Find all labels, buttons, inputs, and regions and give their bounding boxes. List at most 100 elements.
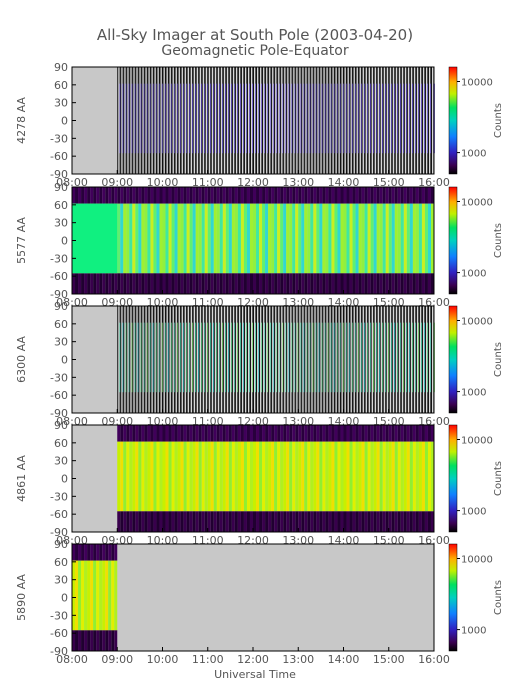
sky-stripe	[284, 306, 286, 413]
edge-stripe-top	[90, 544, 94, 561]
edge-stripe-top	[346, 187, 350, 204]
y-tick-label: 30	[54, 217, 68, 230]
data-stripe	[271, 441, 275, 512]
edge-stripe-top	[219, 187, 223, 204]
edge-stripe-bottom	[409, 273, 413, 294]
sky-stripe	[344, 67, 346, 174]
edge-stripe-top	[93, 544, 97, 561]
edge-stripe-bottom	[243, 273, 247, 294]
sky-stripe	[422, 306, 425, 413]
data-stripe	[265, 203, 269, 274]
data-stripe	[259, 203, 263, 274]
sky-stripe	[124, 67, 126, 174]
edge-stripe-bottom	[310, 273, 314, 294]
data-stripe	[165, 203, 169, 274]
data-stripe	[334, 203, 338, 274]
data-stripe	[201, 203, 205, 274]
edge-stripe-bottom	[75, 273, 79, 294]
data-stripe	[328, 203, 332, 274]
sky-stripe	[305, 67, 307, 174]
edge-stripe-bottom	[165, 273, 169, 294]
edge-stripe-bottom	[105, 630, 109, 651]
sky-stripe	[169, 67, 171, 174]
edge-stripe-bottom	[108, 273, 112, 294]
data-stripe	[424, 441, 428, 512]
edge-stripe-bottom	[277, 273, 281, 294]
sky-stripe	[133, 67, 135, 174]
edge-stripe-bottom	[319, 511, 323, 532]
edge-stripe-top	[150, 187, 154, 204]
edge-stripe-top	[129, 425, 133, 442]
data-stripe	[93, 560, 97, 631]
edge-stripe-bottom	[283, 511, 287, 532]
edge-stripe-bottom	[382, 273, 386, 294]
sky-stripe	[199, 67, 202, 174]
edge-stripe-bottom	[192, 273, 196, 294]
data-stripe	[328, 441, 332, 512]
data-stripe	[174, 441, 178, 512]
edge-stripe-bottom	[159, 511, 163, 532]
edge-stripe-top	[406, 187, 410, 204]
data-stripe	[286, 441, 290, 512]
edge-stripe-top	[298, 425, 302, 442]
sky-stripe	[272, 306, 274, 413]
edge-stripe-bottom	[147, 511, 151, 532]
y-tick-label: -60	[50, 150, 68, 163]
edge-stripe-bottom	[376, 511, 380, 532]
colorbar-tick-label: 10000	[461, 555, 493, 566]
data-stripe	[231, 203, 235, 274]
sky-stripe	[154, 306, 156, 413]
chart-title: All-Sky Imager at South Pole (2003-04-20…	[97, 26, 413, 44]
edge-stripe-top	[174, 187, 178, 204]
edge-stripe-bottom	[141, 511, 145, 532]
edge-stripe-top	[352, 425, 356, 442]
edge-stripe-bottom	[334, 511, 338, 532]
sky-stripe	[359, 67, 361, 174]
edge-stripe-top	[195, 187, 199, 204]
edge-stripe-bottom	[367, 511, 371, 532]
edge-stripe-top	[355, 187, 359, 204]
edge-stripe-top	[135, 425, 139, 442]
sky-stripe	[190, 67, 193, 174]
edge-stripe-top	[99, 187, 103, 204]
sky-stripe	[422, 67, 425, 174]
edge-stripe-bottom	[289, 273, 293, 294]
edge-stripe-top	[259, 187, 263, 204]
edge-stripe-top	[129, 187, 133, 204]
sky-stripe	[299, 306, 301, 413]
data-stripe	[144, 203, 148, 274]
data-stripe	[406, 441, 410, 512]
x-tick-label: 09:00	[101, 176, 133, 189]
edge-stripe-top	[180, 425, 184, 442]
sky-stripe	[299, 67, 301, 174]
edge-stripe-bottom	[286, 273, 290, 294]
edge-stripe-bottom	[382, 511, 386, 532]
data-stripe	[274, 203, 278, 274]
sky-stripe	[202, 67, 205, 174]
data-stripe	[274, 441, 278, 512]
edge-stripe-top	[289, 425, 293, 442]
sky-stripe	[347, 306, 349, 413]
edge-stripe-bottom	[379, 511, 383, 532]
data-stripe	[262, 203, 266, 274]
data-stripe	[427, 203, 431, 274]
edge-stripe-top	[304, 187, 308, 204]
edge-stripe-top	[280, 425, 284, 442]
edge-stripe-bottom	[195, 511, 199, 532]
edge-stripe-bottom	[262, 273, 266, 294]
edge-stripe-top	[265, 425, 269, 442]
data-stripe	[397, 441, 401, 512]
edge-stripe-bottom	[72, 273, 76, 294]
edge-stripe-bottom	[99, 273, 103, 294]
data-stripe	[301, 203, 305, 274]
edge-stripe-top	[132, 425, 136, 442]
data-stripe	[210, 441, 214, 512]
data-stripe	[126, 203, 130, 274]
edge-stripe-bottom	[361, 511, 365, 532]
data-stripe	[364, 441, 368, 512]
edge-stripe-top	[289, 187, 293, 204]
sky-stripe	[389, 306, 392, 413]
